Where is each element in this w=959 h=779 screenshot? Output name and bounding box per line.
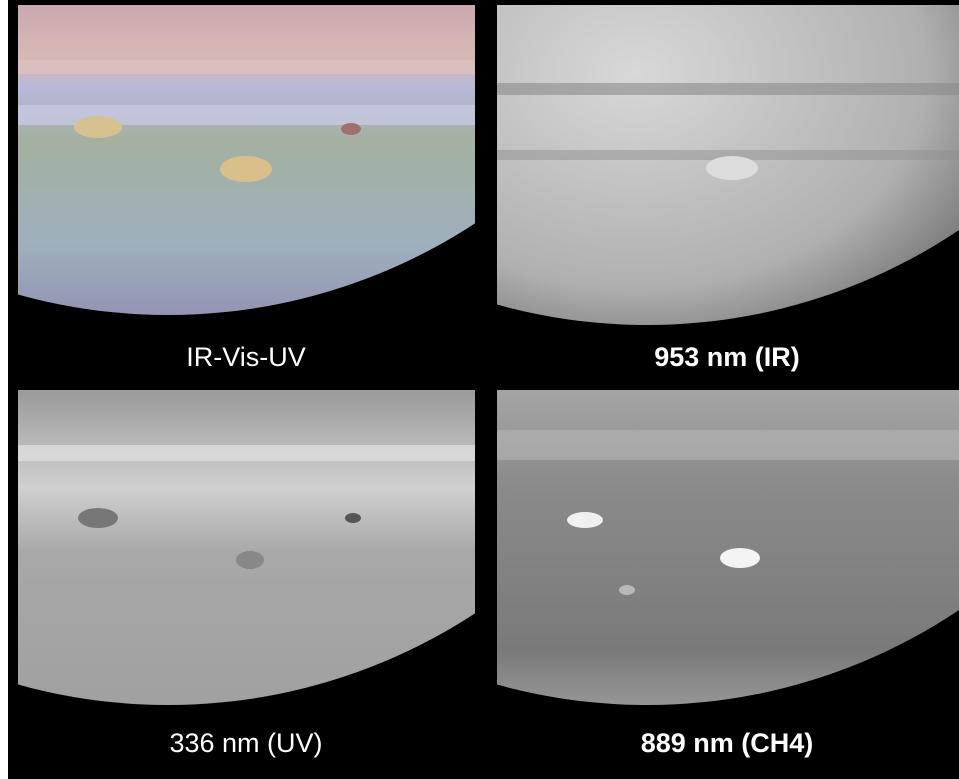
panel-uv: [18, 390, 475, 715]
panel-label: 336 nm (UV): [16, 728, 476, 759]
panel-label: IR-Vis-UV: [16, 342, 476, 373]
panel-ir: [497, 5, 959, 345]
panel-label: 953 nm (IR): [497, 342, 957, 373]
panel-label: 889 nm (CH4): [497, 728, 957, 759]
image-frame: IR-Vis-UV 953 nm (IR): [8, 0, 959, 779]
panel-color: [18, 5, 475, 345]
panel-ch4: [497, 390, 959, 715]
page: IR-Vis-UV 953 nm (IR): [0, 0, 959, 779]
